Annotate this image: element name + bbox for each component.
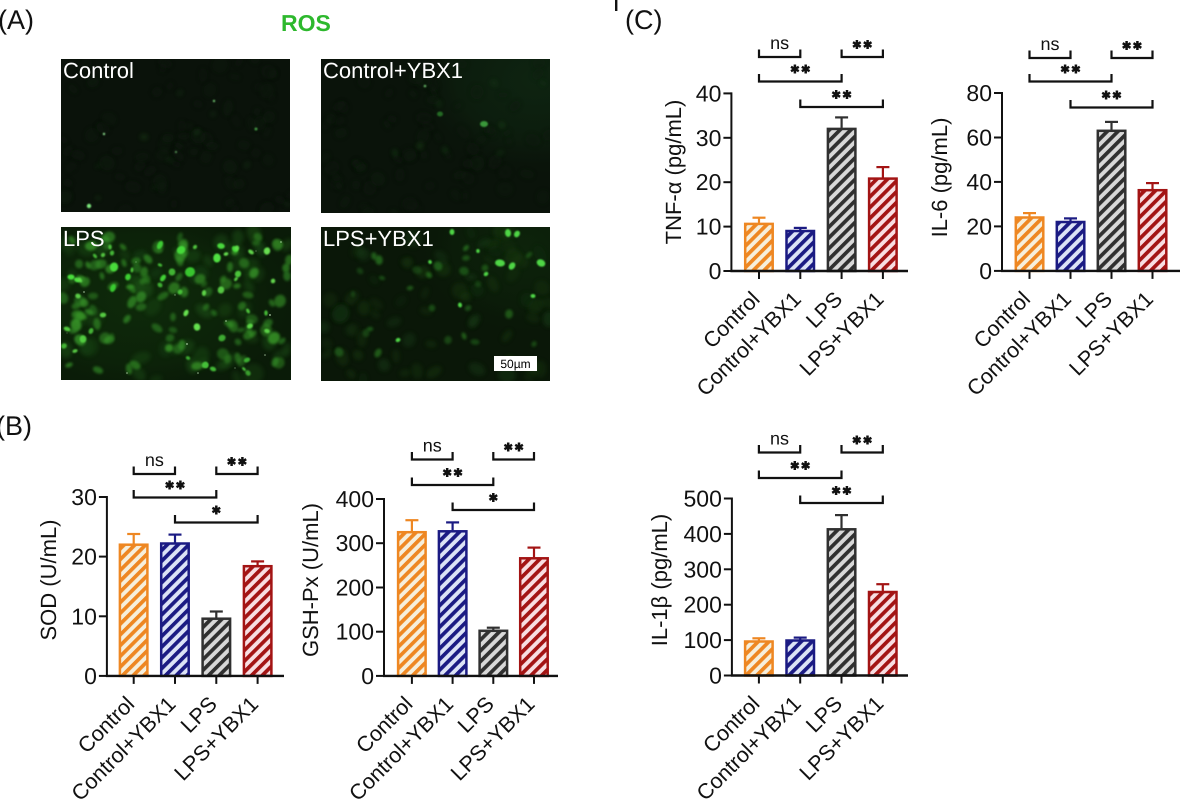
svg-text:SOD (U/mL): SOD (U/mL) — [36, 520, 61, 641]
svg-text:200: 200 — [336, 575, 374, 601]
svg-text:ns: ns — [423, 436, 442, 456]
svg-text:400: 400 — [684, 521, 722, 547]
svg-text:30: 30 — [696, 125, 722, 151]
svg-text:20: 20 — [696, 169, 722, 195]
svg-text:(C): (C) — [625, 5, 662, 35]
svg-text:100: 100 — [684, 627, 722, 653]
svg-text:20: 20 — [966, 213, 992, 239]
svg-text:ns: ns — [145, 450, 164, 470]
svg-text:0: 0 — [84, 663, 97, 689]
svg-text:0: 0 — [361, 663, 374, 689]
svg-text:10: 10 — [71, 603, 97, 629]
svg-text:20: 20 — [71, 544, 97, 570]
svg-text:Control: Control — [63, 58, 134, 83]
svg-text:ns: ns — [1040, 34, 1059, 54]
svg-text:60: 60 — [966, 125, 992, 151]
svg-text:ROS: ROS — [281, 10, 331, 36]
svg-text:0: 0 — [709, 663, 722, 689]
svg-text:ns: ns — [770, 33, 789, 53]
svg-text:ns: ns — [770, 429, 789, 449]
svg-text:200: 200 — [684, 592, 722, 618]
svg-text:40: 40 — [966, 169, 992, 195]
svg-text:50µm: 50µm — [500, 357, 530, 371]
svg-text:40: 40 — [696, 80, 722, 106]
svg-text:IL-1β (pg/mL): IL-1β (pg/mL) — [647, 514, 672, 646]
svg-text:30: 30 — [71, 484, 97, 510]
svg-text:500: 500 — [684, 486, 722, 512]
svg-text:400: 400 — [336, 486, 374, 512]
svg-text:LPS: LPS — [63, 226, 105, 251]
svg-text:GSH-Px (U/mL): GSH-Px (U/mL) — [298, 503, 323, 657]
svg-text:Control+YBX1: Control+YBX1 — [323, 58, 463, 83]
svg-text:300: 300 — [336, 530, 374, 556]
svg-text:(A): (A) — [0, 5, 34, 35]
svg-text:(B): (B) — [0, 411, 32, 441]
svg-text:TNF-α (pg/mL): TNF-α (pg/mL) — [661, 100, 686, 245]
svg-text:0: 0 — [979, 258, 992, 284]
svg-text:300: 300 — [684, 556, 722, 582]
svg-text:LPS+YBX1: LPS+YBX1 — [323, 226, 434, 251]
svg-text:100: 100 — [336, 619, 374, 645]
svg-text:IL-6 (pg/mL): IL-6 (pg/mL) — [927, 118, 952, 238]
svg-text:0: 0 — [709, 258, 722, 284]
svg-text:10: 10 — [696, 214, 722, 240]
svg-text:80: 80 — [966, 80, 992, 106]
